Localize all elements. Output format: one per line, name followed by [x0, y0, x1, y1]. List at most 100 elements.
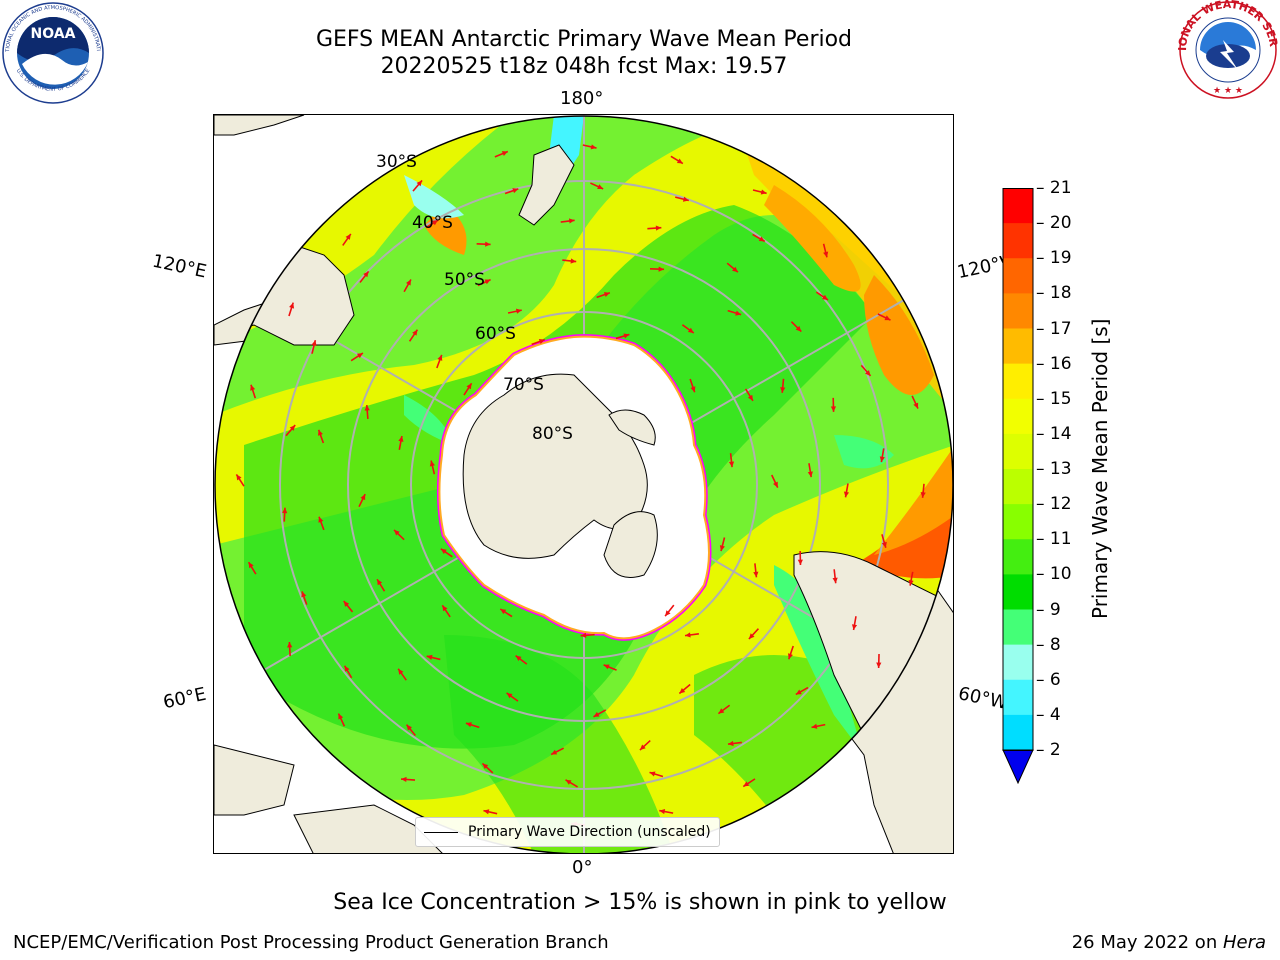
lat-label-30s: 30°S: [376, 152, 417, 172]
wave-arrow-head: [437, 354, 443, 361]
wave-arrow-head: [743, 781, 750, 787]
footer-date: 26 May 2022 on Hera: [1072, 932, 1266, 953]
wave-arrow-head: [732, 266, 738, 273]
wave-arrow-head: [753, 571, 759, 578]
map-legend: Primary Wave Direction (unscaled): [415, 817, 720, 847]
colorbar-tick-label: – 2: [1036, 740, 1061, 760]
wave-arrow-head: [432, 220, 439, 226]
plot-title: GEFS MEAN Antarctic Primary Wave Mean Pe…: [315, 27, 853, 52]
wave-arrow-head: [758, 236, 765, 242]
colorbar-tick-label: – 18: [1036, 283, 1072, 304]
wave-arrow-head: [908, 579, 914, 586]
wave-arrow-head: [466, 383, 472, 390]
colorbar-segment: [1003, 258, 1033, 294]
wave-arrow-head: [807, 471, 813, 478]
wave-arrow-head: [797, 559, 803, 566]
wave-arrow-head: [465, 722, 472, 728]
colorbar-tick-label: – 12: [1036, 494, 1072, 515]
wave-arrow-head: [398, 668, 404, 675]
wave-arrow-head: [318, 429, 323, 436]
wave-arrow-head: [879, 456, 885, 463]
new-zealand: [518, 144, 575, 226]
colorbar-under-triangle: [1002, 749, 1034, 785]
wave-arrow-head: [823, 251, 829, 258]
wave-arrow-head: [416, 180, 423, 187]
colorbar-tick-label: – 11: [1036, 529, 1072, 550]
lon-label-0: 0°: [572, 857, 593, 878]
colorbar-segment: [1003, 574, 1033, 610]
wave-arrow-head: [406, 279, 411, 286]
wave-arrow-head: [795, 325, 802, 332]
colorbar-segment: [1003, 714, 1033, 751]
footer-date-text: 26 May 2022 on: [1071, 932, 1223, 953]
wave-arrow-head: [360, 494, 366, 501]
colorbar-tick-label: – 10: [1036, 564, 1072, 585]
wave-arrow-head: [343, 601, 350, 607]
wave-arrow-head: [356, 353, 363, 359]
wave-arrow-head: [881, 541, 887, 548]
wave-arrow-head: [830, 406, 837, 412]
colorbar-segment: [1003, 223, 1033, 259]
wave-arrow-head: [795, 689, 802, 695]
colorbar-segment: [1003, 398, 1033, 435]
wave-arrow-head: [719, 545, 725, 552]
lat-label-50s: 50°S: [444, 270, 485, 290]
wave-arrow-head: [655, 225, 662, 231]
wave-arrow-head: [364, 405, 370, 411]
wave-arrow-head: [406, 724, 412, 731]
wave-arrow-head: [236, 474, 242, 481]
wave-arrow-head: [311, 340, 317, 347]
wave-arrow-head: [500, 609, 507, 615]
colorbar-segment: [1003, 433, 1033, 470]
wave-arrow-head: [685, 632, 691, 638]
footer-host: Hera: [1222, 932, 1266, 953]
wave-arrow-head: [440, 548, 447, 555]
nws-logo: NATIONAL WEATHER SERVICE ★ ★ ★: [1173, 0, 1280, 100]
colorbar-tick-label: – 6: [1036, 669, 1061, 690]
colorbar-tick-label: – 21: [1036, 178, 1072, 198]
wave-arrow-head: [568, 218, 575, 224]
wave-arrow-head: [394, 529, 400, 536]
colorbar-tick-label: – 9: [1036, 599, 1061, 620]
wave-arrow-head: [345, 233, 351, 240]
colorbar-frame: [1002, 188, 1034, 751]
wave-arrow-head: [865, 370, 871, 376]
colorbar-segment: [1003, 469, 1033, 505]
wave-arrow-head: [780, 387, 786, 393]
wave-arrow-head: [287, 642, 293, 648]
wave-arrow-head: [832, 577, 838, 584]
colorbar-label: Primary Wave Mean Period [s]: [1088, 318, 1112, 620]
colorbar-tick-label: – 14: [1036, 423, 1072, 444]
wave-arrow-head: [377, 579, 383, 586]
colorbar-tick-label: – 13: [1036, 459, 1072, 479]
lat-label-60s: 60°S: [475, 324, 516, 344]
colorbar-tick-label: – 17: [1036, 318, 1072, 339]
wave-arrow-head: [639, 744, 646, 751]
colorbar-tick-label: – 15: [1036, 388, 1072, 409]
wave-arrow-head: [649, 771, 656, 777]
sea-ice-note: Sea Ice Concentration > 15% is shown in …: [333, 890, 947, 915]
lat-label-40s: 40°S: [412, 213, 453, 233]
wave-arrow-head: [760, 189, 767, 195]
wave-arrow-head: [282, 507, 288, 514]
wave-arrow-head: [512, 188, 519, 194]
wave-arrow-head: [665, 610, 671, 617]
wave-arrow-head: [727, 740, 734, 747]
wave-arrow-head: [884, 315, 891, 321]
wave-arrow-head: [484, 279, 491, 285]
wave-arrow-head: [593, 711, 600, 717]
wave-arrow-head: [482, 763, 489, 770]
wave-arrow-head: [363, 271, 369, 278]
wave-arrow-head: [483, 809, 490, 815]
colorbar-tick-label: – 4: [1036, 704, 1061, 725]
wave-arrow-head: [401, 776, 407, 783]
lat-label-70s: 70°S: [503, 375, 544, 395]
wave-arrow-head: [876, 662, 882, 668]
wave-arrow-head: [659, 808, 666, 815]
wave-arrow-head: [565, 779, 572, 785]
wave-arrow-head: [851, 624, 858, 631]
wave-arrow-head: [426, 654, 433, 660]
wave-arrow-head: [318, 516, 324, 523]
wave-arrow-head: [679, 688, 686, 694]
lon-label-120e: 120°E: [150, 250, 209, 283]
